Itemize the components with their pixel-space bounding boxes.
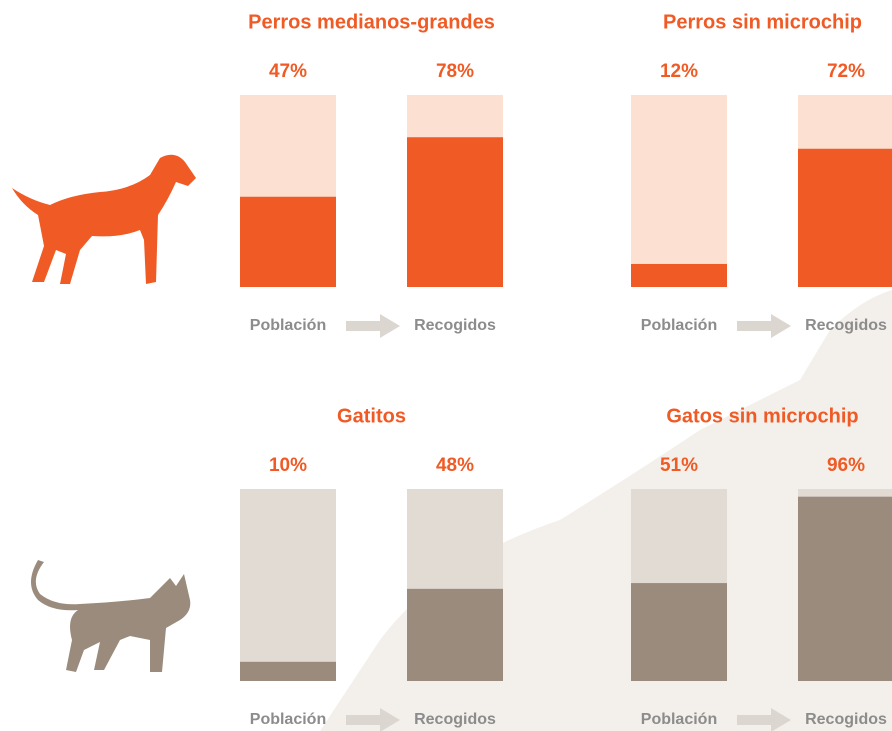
bar [798,149,892,287]
cat-icon [31,560,190,672]
bar [240,197,336,287]
arrow [737,314,791,338]
bar [631,264,727,287]
bar [407,589,503,681]
panel-title: Perros sin microchip [663,11,862,33]
value-label: 10% [269,455,307,476]
category-label: Recogidos [805,711,887,728]
category-label: Población [250,711,326,728]
value-label: 48% [436,455,474,476]
panel-title: Perros medianos-grandes [248,11,495,33]
value-label: 12% [660,61,698,82]
panel-title: Gatos sin microchip [666,405,858,427]
bar [240,662,336,681]
category-label: Recogidos [414,711,496,728]
category-label: Recogidos [414,317,496,334]
category-label: Población [641,317,717,334]
bar [631,583,727,681]
panel-title: Gatitos [337,405,406,427]
dog-icon [12,155,196,284]
category-label: Recogidos [805,317,887,334]
category-label: Población [250,317,326,334]
value-label: 72% [827,61,865,82]
infographic: Perros medianos-grandes 47% Población 78% Re… [0,0,892,731]
category-label: Población [641,711,717,728]
bar [798,497,892,681]
bar-track [631,95,727,287]
value-label: 51% [660,455,698,476]
value-label: 96% [827,455,865,476]
bar-track [240,489,336,681]
bar [407,137,503,287]
value-label: 78% [436,61,474,82]
arrow [346,314,400,338]
value-label: 47% [269,61,307,82]
